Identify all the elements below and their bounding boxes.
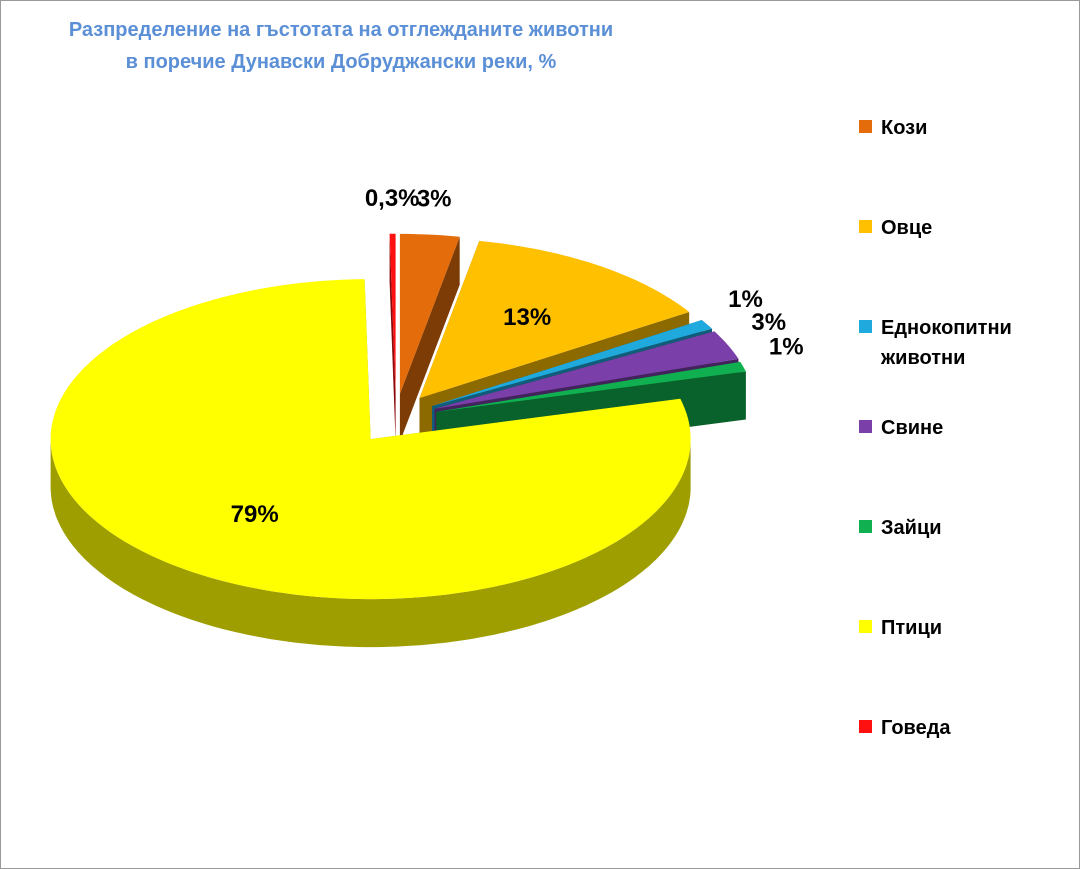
legend-label: Зайци [881, 517, 942, 539]
slice [399, 233, 460, 394]
slice-wall [50, 439, 691, 648]
data-label: 79% [231, 501, 279, 528]
slice [434, 331, 739, 409]
chart-title: в поречие Дунавски Добруджански реки, % [125, 51, 557, 73]
legend-swatch [859, 720, 872, 733]
data-label: 13% [503, 304, 551, 331]
legend-item: Свине [859, 413, 1059, 513]
legend-label: Говеда [881, 717, 951, 739]
data-label: 3% [417, 186, 452, 213]
slice [436, 361, 746, 412]
legend-label: Свине [881, 417, 944, 439]
slice-side [399, 236, 460, 442]
data-label: 1% [769, 334, 804, 361]
legend-item: Птици [859, 613, 1059, 713]
slice [432, 320, 712, 407]
data-label: 1% [728, 286, 763, 313]
legend-item: Еднокопитни животни [859, 313, 1059, 413]
legend-swatch [859, 620, 872, 633]
slice [419, 240, 690, 399]
legend-item: Овце [859, 213, 1059, 313]
data-label: 3% [751, 309, 786, 336]
data-label: 0,3% [365, 185, 420, 212]
legend: Кози Овце Еднокопитни животни Свине Зайци Пти… [859, 113, 1059, 813]
legend-label: Кози [881, 117, 928, 139]
legend-label: Овце [881, 217, 933, 239]
legend-swatch [859, 320, 872, 333]
legend-swatch [859, 220, 872, 233]
slice [50, 279, 691, 600]
chart-title: Разпределение на гъстотата на отглеждани… [68, 19, 614, 41]
legend-swatch [859, 420, 872, 433]
legend-item: Зайци [859, 513, 1059, 613]
legend-item: Кози [859, 113, 1059, 213]
legend-swatch [859, 120, 872, 133]
legend-label: Еднокопитни животни [881, 317, 1012, 369]
legend-label: Птици [881, 617, 943, 639]
slice [389, 233, 396, 394]
legend-item: Говеда [859, 713, 1059, 813]
slice-side [389, 233, 396, 442]
legend-swatch [859, 520, 872, 533]
